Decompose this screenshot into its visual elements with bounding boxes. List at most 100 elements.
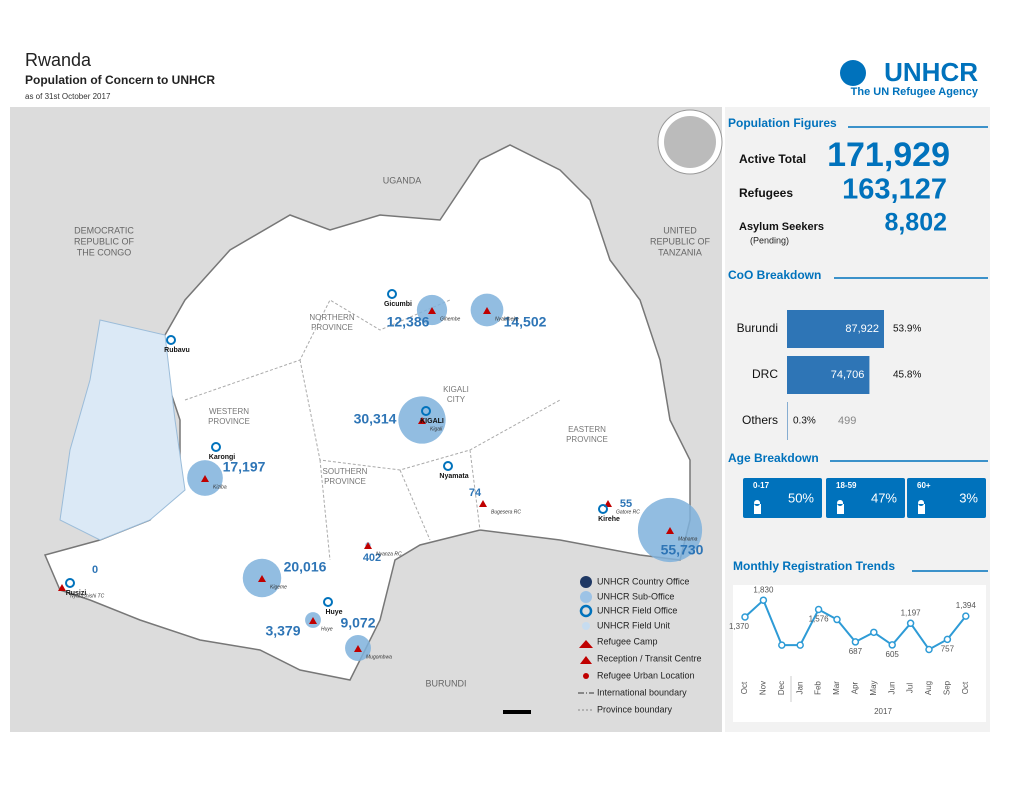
province-label: PROVINCE	[208, 417, 250, 426]
site-name: Nyarushishi TC	[70, 593, 105, 599]
site-value: 3,379	[265, 623, 300, 639]
legend-label: UNHCR Field Unit	[597, 620, 671, 630]
coo-label: Burundi	[737, 321, 778, 335]
legend-icons	[578, 576, 594, 711]
section-title: CoO Breakdown	[728, 268, 821, 282]
province-label: CITY	[447, 395, 466, 404]
legend-label: UNHCR Sub-Office	[597, 591, 674, 601]
site-name: Mahama	[678, 536, 698, 542]
trend-box	[733, 585, 986, 722]
legend-label: Reception / Transit Centre	[597, 653, 702, 663]
logo-icon	[840, 60, 866, 86]
province-label: NORTHERN	[309, 313, 354, 322]
camp-icon	[364, 542, 372, 549]
trend-point	[796, 641, 804, 649]
month-label: Mar	[832, 681, 841, 695]
site-name: Bugesera RC	[491, 509, 521, 515]
trend-value: 1,830	[753, 585, 774, 594]
trend-point	[833, 615, 841, 624]
office-icon	[421, 406, 431, 416]
month-label: Oct	[740, 681, 749, 694]
province-boundaries	[184, 299, 561, 561]
province-label: SOUTHERN	[323, 467, 368, 476]
office-icon	[65, 578, 75, 588]
site-value: 9,072	[340, 615, 375, 631]
camp-icon	[354, 645, 362, 652]
rwanda	[43, 144, 691, 681]
section-rules	[830, 126, 988, 572]
trend-value: 1,576	[809, 615, 830, 624]
office-icon	[323, 597, 333, 607]
scale-bar	[503, 710, 531, 714]
camp-icon	[58, 584, 66, 591]
office-icon	[166, 335, 176, 345]
age-percent: 50%	[788, 490, 814, 505]
office-label: Rubavu	[164, 347, 190, 354]
month-label: Nov	[759, 681, 768, 695]
month-label: Aug	[924, 681, 933, 695]
office-label: Nyamata	[439, 473, 468, 480]
trend-value: 1,394	[956, 601, 977, 610]
logo: UNHCR	[884, 57, 978, 87]
camp-icon	[483, 307, 491, 314]
province-label: KIGALI	[443, 385, 469, 394]
camp-icon	[309, 617, 317, 624]
person-icon	[837, 500, 844, 514]
province-label: WESTERN	[209, 407, 249, 416]
country-label: REPUBLIC OF	[74, 236, 135, 246]
coo-percent: 0.3%	[793, 416, 816, 427]
site-name: Kiziba	[213, 484, 227, 490]
camp-icon	[418, 417, 426, 424]
camp-icon	[258, 575, 266, 582]
coo-percent: 45.8%	[893, 370, 921, 381]
office-label: Rusizi	[66, 590, 87, 597]
age-box	[743, 478, 822, 518]
trend-value: 1,370	[729, 622, 750, 631]
province-label: EASTERN	[568, 425, 606, 434]
age-range: 0-17	[753, 481, 770, 490]
legend-label: Refugee Camp	[597, 636, 658, 646]
site-value: 30,314	[354, 411, 397, 427]
country-label: REPUBLIC OF	[650, 236, 711, 246]
site-name: Huye	[321, 626, 333, 632]
figure-value: 163,127	[842, 174, 947, 206]
site-name: Gatore RC	[616, 509, 640, 515]
trend-value: 605	[886, 650, 900, 659]
age-box	[826, 478, 905, 518]
site-name: Mugombwa	[366, 654, 392, 660]
figure-label: Refugees	[739, 186, 793, 200]
month-label: Feb	[814, 681, 823, 695]
legend-label: UNHCR Country Office	[597, 576, 689, 586]
month-label: Sep	[943, 680, 952, 695]
site-name: Nyabiheke	[495, 316, 519, 322]
camp-icon	[201, 475, 209, 482]
site-value: 402	[363, 552, 381, 564]
province-label: PROVINCE	[324, 477, 366, 486]
age-range: 60+	[917, 481, 931, 490]
month-label: Jun	[887, 682, 896, 695]
figure-value: 171,929	[827, 136, 950, 174]
site-name: Kigali	[430, 426, 443, 432]
month-label: Dec	[777, 681, 786, 695]
year-label: 2017	[874, 707, 892, 716]
province-label: PROVINCE	[566, 435, 608, 444]
trend-point	[888, 641, 896, 649]
lake-kivu	[59, 319, 186, 541]
coo-bar	[787, 310, 884, 348]
country-label: BURUNDI	[425, 678, 466, 688]
globe-land	[664, 116, 716, 168]
office-label: Karongi	[209, 454, 236, 461]
person-icon	[754, 500, 761, 514]
office-label: Kirehe	[598, 516, 620, 523]
month-label: Apr	[851, 681, 860, 694]
site-value: 17,197	[223, 459, 266, 475]
title: Rwanda	[25, 50, 92, 70]
trend-point	[814, 605, 823, 614]
country-label: UNITED	[663, 225, 697, 235]
coo-label: DRC	[752, 367, 778, 381]
site-value: 55	[620, 498, 632, 510]
legend-label: Refugee Urban Location	[597, 670, 695, 680]
site-value: 14,502	[504, 314, 547, 330]
trend-value: 757	[941, 644, 955, 653]
